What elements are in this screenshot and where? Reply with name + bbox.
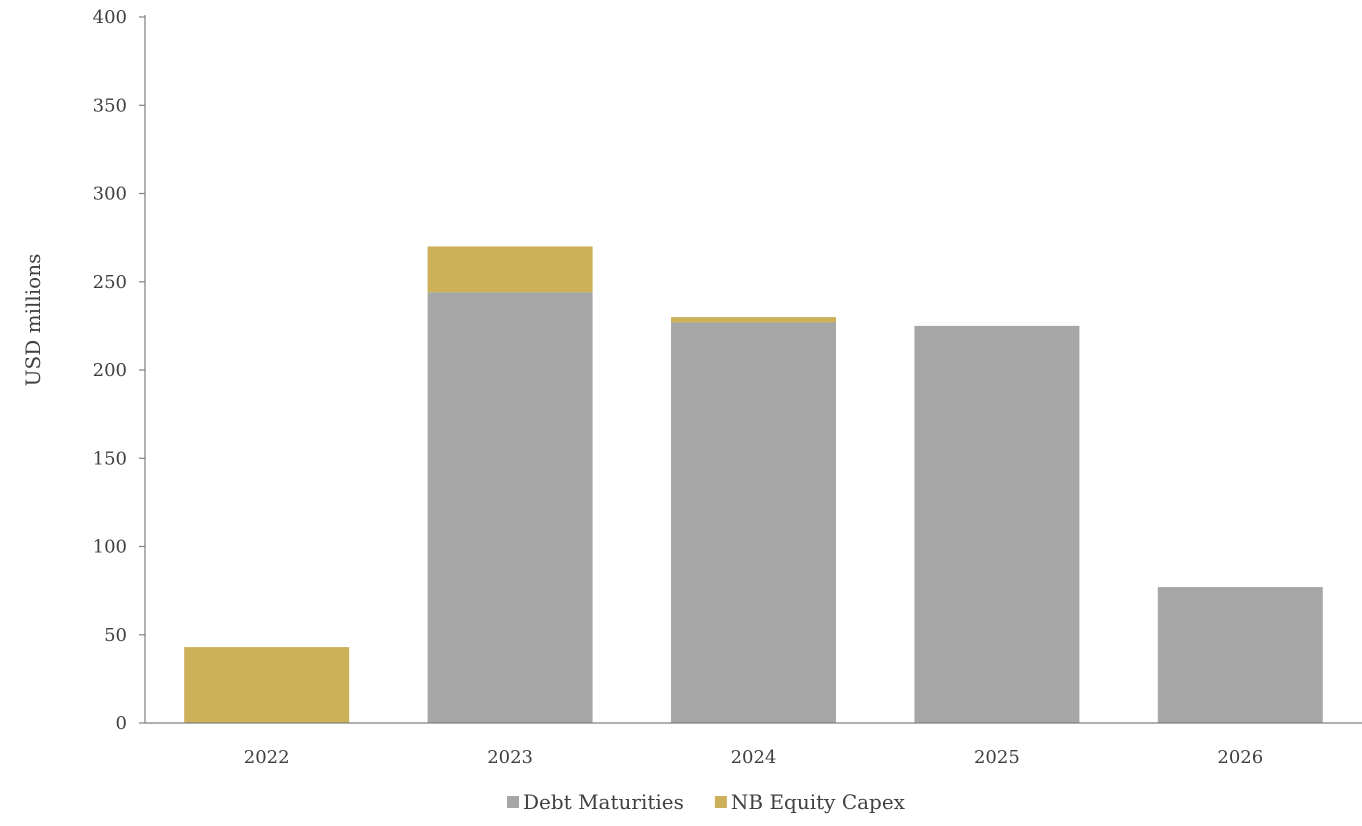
y-tick-label-150: 150 — [93, 448, 127, 469]
plot-area: 2022 2023 2024 2025 2026 0 50 100 150 200 250 300 35… — [93, 7, 1362, 768]
bar-debt-maturities-2023 — [427, 292, 593, 723]
y-tick-label-250: 250 — [93, 272, 127, 293]
bar-debt-maturities-2025 — [914, 325, 1080, 723]
y-axis-title: USD millions — [21, 254, 45, 387]
x-tick-label-2023: 2023 — [487, 747, 533, 768]
bar-nb-equity-capex-2023 — [427, 246, 593, 293]
y-tick-label-400: 400 — [93, 7, 127, 28]
x-tick-label-2022: 2022 — [244, 747, 290, 768]
y-tick-label-300: 300 — [93, 184, 127, 205]
x-tick-label-2024: 2024 — [731, 747, 777, 768]
y-tick-label-100: 100 — [93, 537, 127, 558]
y-tick-label-200: 200 — [93, 360, 127, 381]
legend-swatch-nb-equity-capex — [714, 796, 727, 808]
y-tick-label-0: 0 — [116, 713, 127, 734]
x-tick-label-2025: 2025 — [974, 747, 1020, 768]
x-tick-label-2026: 2026 — [1217, 747, 1263, 768]
bar-debt-maturities-2024 — [671, 322, 836, 723]
bar-nb-equity-capex-2024 — [671, 317, 836, 323]
y-tick-label-50: 50 — [104, 625, 127, 646]
legend-swatch-debt-maturities — [507, 796, 519, 808]
legend-label-debt-maturities: Debt Maturities — [523, 790, 684, 814]
legend: Debt Maturities NB Equity Capex — [507, 790, 906, 814]
legend-label-nb-equity-capex: NB Equity Capex — [731, 790, 906, 814]
bar-debt-maturities-2026 — [1157, 587, 1323, 723]
bar-nb-equity-capex-2022 — [184, 647, 350, 723]
y-tick-label-350: 350 — [93, 95, 127, 116]
